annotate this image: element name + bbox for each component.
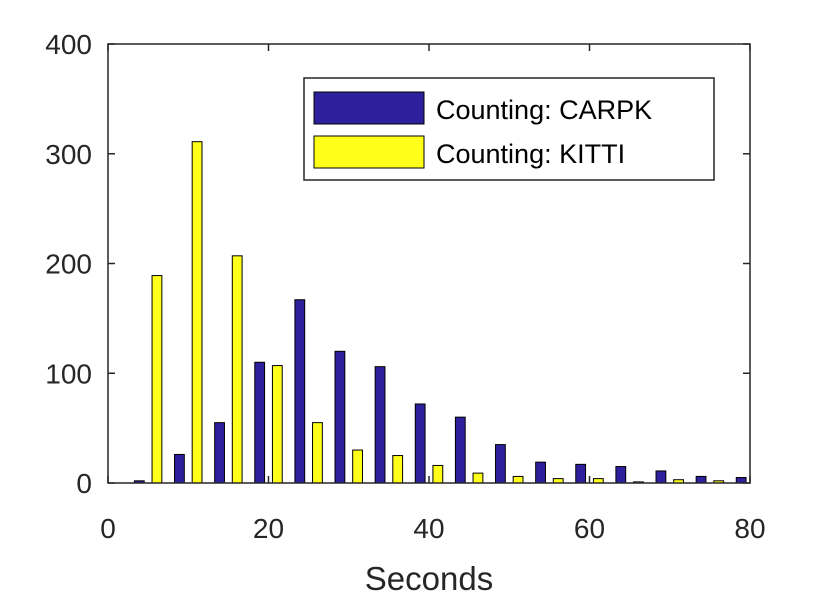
y-tick-label: 400	[45, 29, 92, 60]
legend-label-kitti: Counting: KITTI	[436, 139, 625, 169]
bar-carpk-45	[454, 416, 466, 483]
bar-carpk-55	[535, 461, 546, 483]
bar-kitti-50	[512, 475, 524, 483]
bar-carpk-15	[214, 422, 225, 483]
bar-carpk-80	[735, 477, 747, 483]
legend-swatch-kitti	[313, 135, 425, 169]
x-axis-title: Seconds	[365, 560, 493, 597]
bar-carpk-50	[495, 444, 506, 483]
bar-carpk-75	[695, 475, 707, 483]
bar-carpk-65	[615, 466, 627, 483]
ticks-layer	[107, 43, 751, 484]
bar-carpk-70	[655, 470, 667, 483]
tick-labels-layer: 0 20 40 60 80 0 100 200 300 400	[45, 29, 765, 544]
y-tick-label: 100	[45, 358, 92, 389]
y-tick-label: 200	[45, 249, 92, 280]
bar-carpk-60	[575, 463, 587, 483]
bar-kitti-10	[191, 141, 203, 483]
x-tick-label: 40	[413, 513, 444, 544]
bar-carpk-30	[334, 350, 346, 483]
x-tick-label: 80	[734, 513, 765, 544]
x-tick-label: 60	[574, 513, 605, 544]
bar-kitti-40	[432, 464, 444, 483]
y-tick-label: 0	[76, 468, 92, 499]
bar-kitti-5	[151, 275, 163, 483]
bar-kitti-20	[271, 365, 283, 483]
bar-carpk-40	[414, 403, 426, 483]
bar-carpk-35	[374, 366, 386, 483]
legend-label-carpk: Counting: CARPK	[436, 95, 652, 125]
bar-carpk-25	[294, 299, 306, 483]
bar-kitti-30	[352, 449, 363, 483]
bar-kitti-35	[392, 455, 404, 483]
bar-carpk-10	[174, 453, 185, 483]
x-tick-label: 20	[253, 513, 284, 544]
legend: Counting: CARPK Counting: KITTI	[303, 77, 715, 181]
bar-kitti-45	[472, 472, 484, 483]
bar-kitti-25	[312, 422, 323, 483]
bar-kitti-15	[231, 255, 243, 483]
bars-layer	[133, 141, 747, 483]
bar-carpk-20	[254, 361, 266, 483]
legend-swatch-carpk	[313, 91, 425, 125]
y-tick-label: 300	[45, 139, 92, 170]
x-tick-label: 0	[100, 513, 116, 544]
